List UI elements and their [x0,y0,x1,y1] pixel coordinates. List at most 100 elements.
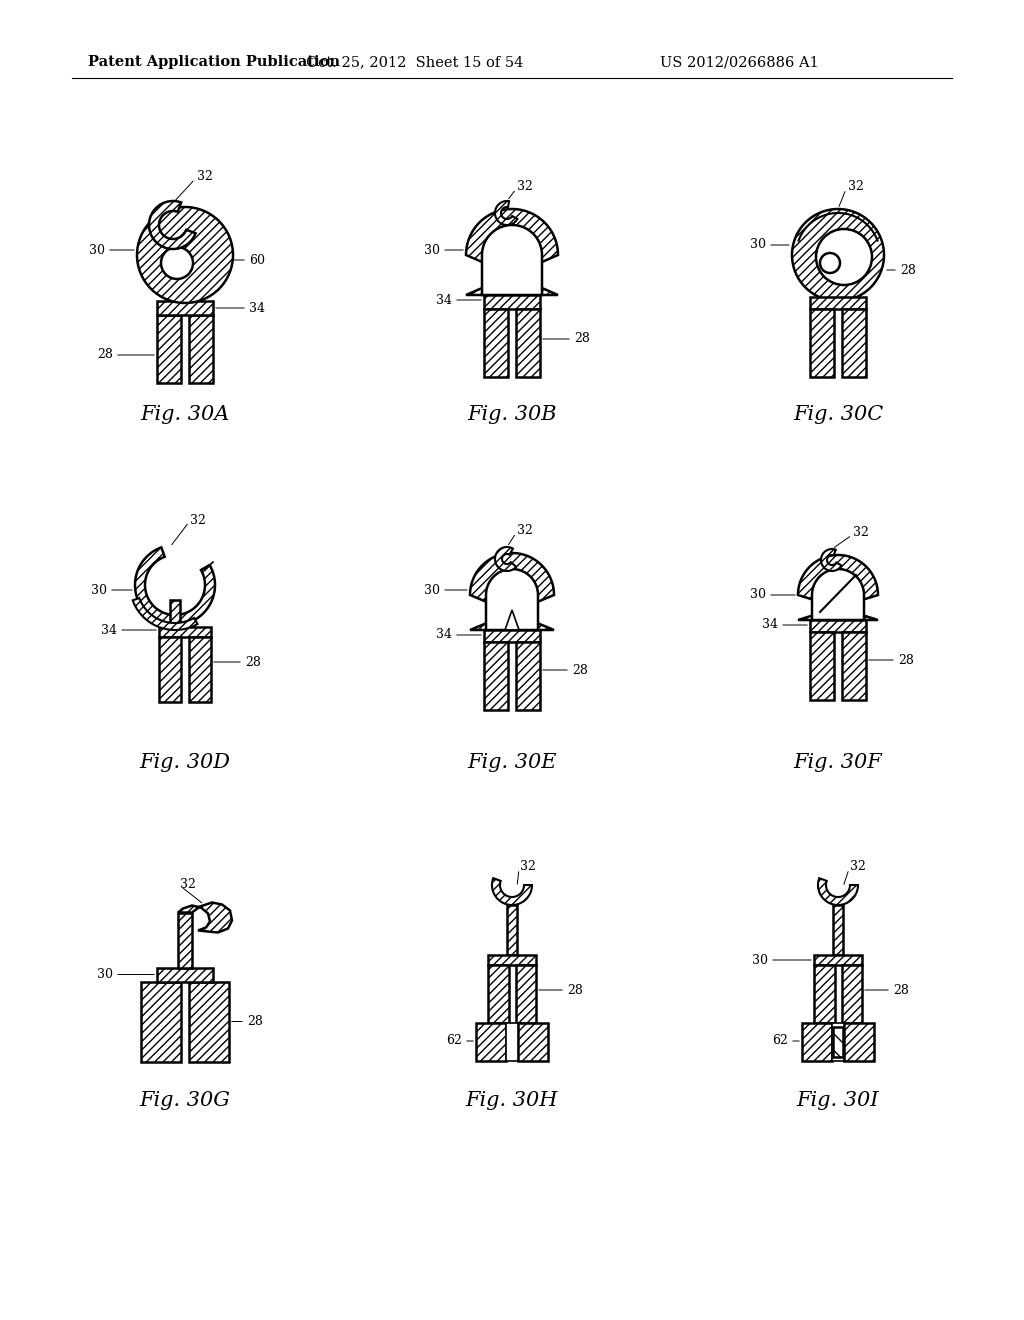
Text: 28: 28 [900,264,915,276]
Polygon shape [798,554,878,620]
Bar [189,638,211,702]
Polygon shape [486,569,538,630]
Text: 32: 32 [520,861,536,874]
Bar [159,638,181,702]
Text: 32: 32 [517,524,532,537]
Text: Fig. 30C: Fig. 30C [793,405,883,425]
Circle shape [792,209,884,301]
Polygon shape [135,548,215,624]
Polygon shape [821,549,842,572]
Text: Fig. 30F: Fig. 30F [794,752,883,771]
Polygon shape [133,598,198,630]
Text: 28: 28 [893,983,909,997]
Bar [844,1023,874,1061]
Bar [189,315,213,383]
Bar [178,912,193,968]
Text: 32: 32 [848,181,864,194]
Bar [170,601,180,627]
Text: Fig. 30I: Fig. 30I [797,1090,880,1110]
Bar [842,965,862,1023]
Polygon shape [812,569,864,620]
Text: 30: 30 [752,953,768,966]
Text: 30: 30 [91,583,106,597]
Bar [833,906,843,954]
Text: 62: 62 [772,1035,788,1048]
Polygon shape [492,878,532,906]
Polygon shape [178,903,232,932]
Text: Fig. 30E: Fig. 30E [467,752,557,771]
Polygon shape [495,201,517,224]
Text: 30: 30 [97,968,113,981]
Bar [810,297,866,309]
Bar [159,627,211,638]
Polygon shape [505,610,519,630]
Text: 30: 30 [424,583,440,597]
Bar [831,1023,844,1061]
Polygon shape [495,546,516,572]
Text: 28: 28 [572,664,588,676]
Text: 32: 32 [853,527,869,540]
Bar [802,1023,831,1061]
Text: Fig. 30B: Fig. 30B [467,405,557,425]
Text: Fig. 30G: Fig. 30G [139,1090,230,1110]
Text: 28: 28 [247,1015,263,1028]
Text: 30: 30 [89,243,105,256]
Bar [516,642,540,710]
Bar [484,642,508,710]
Bar [515,965,536,1023]
Text: 28: 28 [567,983,583,997]
Bar [484,294,540,309]
Bar [484,309,508,378]
Polygon shape [818,878,858,906]
Bar [842,632,866,700]
Bar [814,965,835,1023]
Bar [842,309,866,378]
Bar [814,954,862,965]
Text: Fig. 30D: Fig. 30D [139,752,230,771]
Text: 28: 28 [97,348,113,362]
Bar [516,309,540,378]
Text: Oct. 25, 2012  Sheet 15 of 54: Oct. 25, 2012 Sheet 15 of 54 [306,55,523,69]
Bar [506,1023,518,1061]
Bar [157,968,213,982]
Bar [157,315,181,383]
Bar [476,1023,506,1061]
Bar [507,906,517,954]
Text: 34: 34 [436,293,452,306]
Text: 28: 28 [245,656,261,668]
Polygon shape [466,209,558,294]
Circle shape [161,247,193,279]
Bar [488,965,509,1023]
Circle shape [816,228,872,285]
Text: 34: 34 [249,301,265,314]
Bar [518,1023,548,1061]
Text: 30: 30 [750,589,766,602]
Text: 28: 28 [574,333,590,346]
Polygon shape [150,201,196,249]
Bar [141,982,181,1061]
Text: 32: 32 [850,861,866,874]
Polygon shape [482,224,542,294]
Text: 32: 32 [180,878,196,891]
Text: 32: 32 [517,181,532,194]
Text: 30: 30 [750,239,766,252]
Text: 30: 30 [424,243,440,256]
Bar [488,954,536,965]
Text: 32: 32 [197,170,213,183]
Bar [833,1027,843,1057]
Text: 34: 34 [101,623,117,636]
Text: 28: 28 [898,653,913,667]
Text: Patent Application Publication: Patent Application Publication [88,55,340,69]
Circle shape [137,207,233,304]
Bar [157,301,213,315]
Text: 62: 62 [446,1035,462,1048]
Bar [189,982,229,1061]
Bar [810,620,866,632]
Bar [810,632,834,700]
Text: 34: 34 [436,628,452,642]
Text: US 2012/0266886 A1: US 2012/0266886 A1 [660,55,819,69]
Text: 60: 60 [249,253,265,267]
Bar [484,630,540,642]
Text: 34: 34 [762,619,778,631]
Polygon shape [470,553,554,630]
